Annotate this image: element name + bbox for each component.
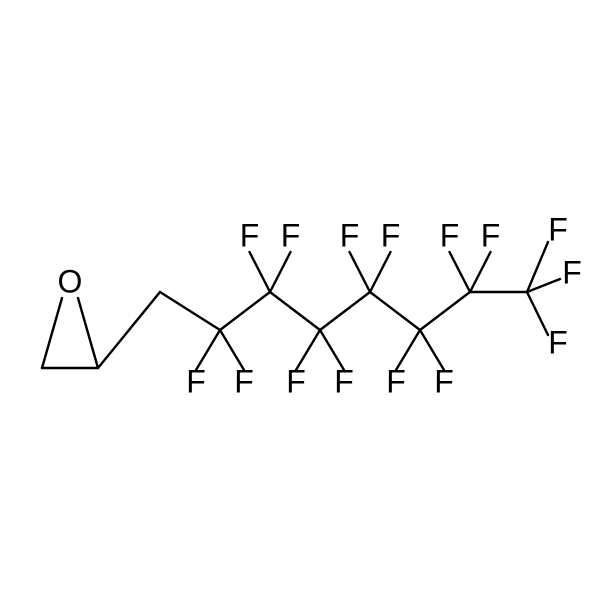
svg-text:F: F	[186, 363, 206, 399]
svg-text:F: F	[381, 217, 401, 253]
svg-text:F: F	[334, 363, 354, 399]
svg-text:F: F	[434, 363, 454, 399]
svg-text:F: F	[240, 217, 260, 253]
svg-text:F: F	[481, 217, 501, 253]
svg-text:F: F	[440, 217, 460, 253]
svg-text:F: F	[548, 324, 568, 360]
svg-text:F: F	[281, 217, 301, 253]
svg-text:F: F	[386, 363, 406, 399]
molecule-diagram: OFFFFFFFFFFFFFFF	[0, 0, 600, 600]
svg-text:F: F	[234, 363, 254, 399]
oxygen-atom: O	[58, 263, 83, 299]
svg-text:F: F	[340, 217, 360, 253]
svg-text:F: F	[548, 211, 568, 247]
svg-text:F: F	[286, 363, 306, 399]
svg-text:F: F	[562, 254, 582, 290]
